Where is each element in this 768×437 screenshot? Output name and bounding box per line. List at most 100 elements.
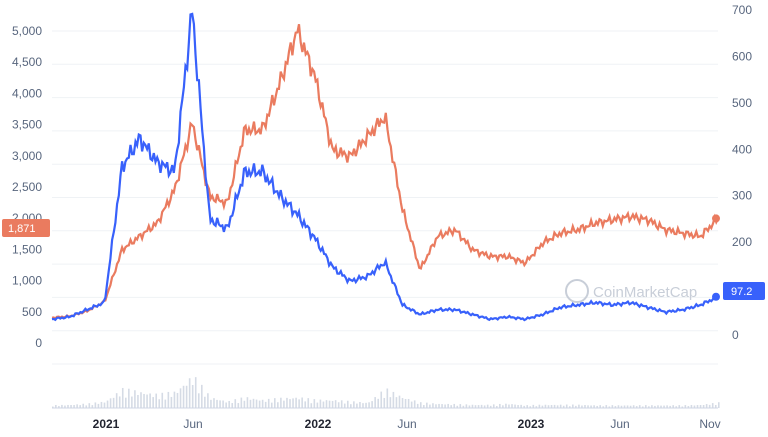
- volume-bar: [532, 404, 535, 408]
- y-left-tick-label: 3,500: [12, 118, 42, 132]
- x-tick-label: Jun: [183, 417, 202, 431]
- volume-bar: [572, 404, 574, 408]
- volume-bar: [511, 404, 513, 408]
- volume-bar: [696, 405, 699, 408]
- volume-bar: [492, 404, 495, 408]
- volume-bar: [258, 400, 261, 408]
- volume-bar: [380, 391, 383, 408]
- volume-bar: [565, 404, 568, 408]
- volume-bar: [687, 406, 690, 408]
- volume-bar: [322, 401, 325, 408]
- volume-bar: [520, 404, 522, 408]
- volume-bar: [85, 405, 88, 408]
- volume-bar: [456, 405, 459, 408]
- y-right-tick-label: 500: [732, 96, 752, 110]
- volume-bar: [325, 400, 328, 408]
- volume-bar: [240, 397, 243, 408]
- y-left-tick-label: 3,000: [12, 149, 42, 163]
- volume-bar: [61, 404, 63, 408]
- volume-bar: [584, 405, 586, 408]
- current-value-badge-right: [723, 282, 765, 300]
- volume-bar: [55, 405, 57, 408]
- volume-bar: [173, 391, 176, 408]
- current-value-left: 1,871: [8, 223, 36, 235]
- volume-bar: [605, 405, 608, 408]
- volume-bar: [450, 405, 452, 408]
- volume-bar: [714, 405, 717, 408]
- volume-bar: [179, 388, 182, 408]
- y-right-tick-label: 600: [732, 49, 752, 63]
- volume-bar: [128, 388, 130, 408]
- y-left-tick-label: 0: [35, 336, 42, 350]
- volume-bar: [210, 399, 212, 408]
- volume-bar: [164, 399, 167, 408]
- volume-bar: [246, 397, 249, 408]
- volume-bar: [274, 398, 276, 408]
- volume-bar: [82, 403, 85, 408]
- volume-bar: [158, 399, 161, 408]
- volume-bar: [587, 405, 589, 408]
- volume-bar: [131, 396, 133, 408]
- volume-bar: [465, 404, 468, 408]
- volume-bar: [419, 402, 422, 408]
- volume-bar: [638, 405, 641, 408]
- volume-bar: [161, 392, 164, 408]
- volume-bar: [562, 405, 565, 408]
- volume-bar: [629, 405, 632, 408]
- volume-bar: [298, 399, 300, 408]
- volume-bar: [334, 400, 337, 408]
- volume-bar: [91, 405, 94, 408]
- volume-bar: [547, 405, 550, 408]
- volume-bar: [140, 392, 142, 408]
- volume-bar: [617, 405, 620, 408]
- volume-bar: [669, 405, 671, 408]
- volume-bar: [170, 396, 173, 408]
- volume-bar: [270, 402, 273, 408]
- volume-bar: [657, 405, 659, 408]
- series-line-left: [51, 23, 719, 320]
- coinmarketcap-logo-icon: [565, 279, 589, 303]
- volume-bar: [705, 404, 708, 408]
- y-left-tick-label: 2,500: [12, 180, 42, 194]
- volume-bar: [152, 397, 154, 408]
- volume-bar: [423, 405, 425, 408]
- volume-bar: [121, 387, 124, 408]
- volume-bar: [581, 405, 583, 408]
- x-tick-label: 2021: [93, 417, 120, 431]
- volume-bar: [541, 405, 544, 408]
- volume-bar: [711, 403, 714, 408]
- volume-bar: [623, 405, 626, 408]
- volume-bar: [648, 406, 650, 408]
- volume-bar: [611, 405, 614, 408]
- volume-bar: [392, 391, 395, 408]
- y-left-tick-label: 5,000: [12, 24, 42, 38]
- volume-bar: [496, 406, 498, 408]
- watermark-text: CoinMarketCap: [593, 284, 697, 301]
- volume-bar: [599, 405, 601, 408]
- volume-bar: [535, 406, 538, 408]
- volume-bar: [143, 393, 145, 408]
- volume-bar: [708, 404, 711, 408]
- volume-bar: [575, 405, 577, 408]
- volume-bar: [97, 403, 100, 408]
- volume-bar: [693, 405, 696, 408]
- volume-bar: [435, 404, 437, 408]
- x-tick-label: 2023: [518, 417, 545, 431]
- y-right-tick-label: 400: [732, 142, 752, 156]
- volume-bar: [188, 378, 191, 408]
- volume-bar: [526, 405, 529, 408]
- current-value-right: 97.2: [731, 286, 752, 298]
- volume-bar: [654, 405, 656, 408]
- volume-bar: [426, 402, 428, 408]
- volume-bar: [453, 403, 456, 408]
- x-tick-label: Nov: [699, 417, 720, 431]
- volume-bar: [383, 397, 386, 408]
- y-left-tick-label: 500: [22, 305, 42, 319]
- volume-bar: [550, 405, 553, 408]
- volume-bar: [350, 404, 352, 408]
- volume-bar: [608, 406, 611, 408]
- volume-bar: [88, 403, 91, 408]
- current-value-badge-left: [2, 219, 50, 237]
- volume-bar: [94, 402, 97, 408]
- volume-bar: [134, 390, 136, 408]
